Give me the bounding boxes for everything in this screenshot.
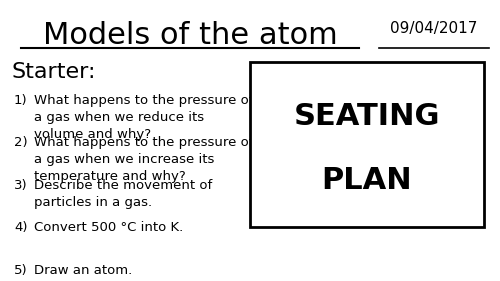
Text: Models of the atom: Models of the atom xyxy=(43,21,338,50)
Text: Describe the movement of
particles in a gas.: Describe the movement of particles in a … xyxy=(34,179,212,209)
Text: 09/04/2017: 09/04/2017 xyxy=(390,21,478,36)
Text: 5): 5) xyxy=(14,264,28,277)
Text: 3): 3) xyxy=(14,179,28,192)
Text: 2): 2) xyxy=(14,136,28,149)
Text: 4): 4) xyxy=(14,221,28,234)
Text: Starter:: Starter: xyxy=(12,62,96,82)
Text: SEATING: SEATING xyxy=(294,102,440,131)
Text: PLAN: PLAN xyxy=(322,166,412,195)
Text: Draw an atom.: Draw an atom. xyxy=(34,264,132,277)
Text: 1): 1) xyxy=(14,94,28,106)
Text: What happens to the pressure of
a gas when we increase its
temperature and why?: What happens to the pressure of a gas wh… xyxy=(34,136,254,183)
FancyBboxPatch shape xyxy=(250,62,484,227)
Text: Convert 500 °C into K.: Convert 500 °C into K. xyxy=(34,221,183,234)
Text: What happens to the pressure of
a gas when we reduce its
volume and why?: What happens to the pressure of a gas wh… xyxy=(34,94,254,140)
